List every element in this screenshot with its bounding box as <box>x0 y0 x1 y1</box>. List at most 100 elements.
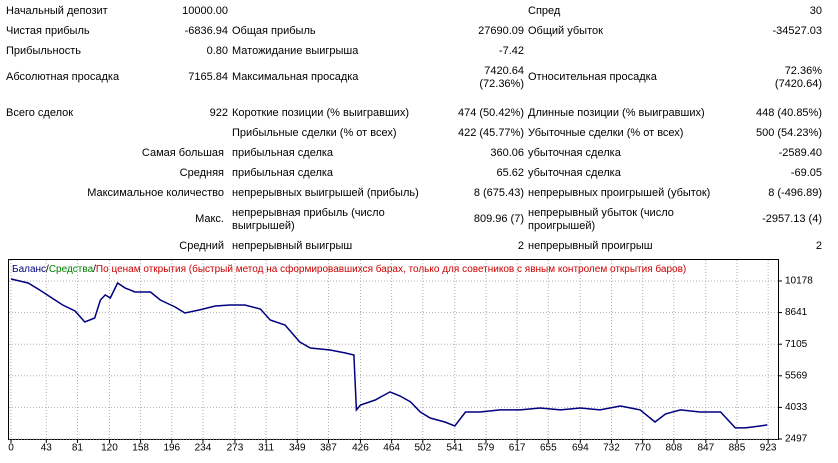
report-row: Всего сделок 922 Короткие позиции (% выигр… <box>4 94 824 123</box>
stat-label: Всего сделок <box>6 106 74 119</box>
report-row: Чистая прибыль -6836.94 Общая прибыль 27690… <box>4 21 824 41</box>
report-row: Средний непрерывный выигрыш 2 непрерывный п… <box>4 236 824 256</box>
x-tick-label: 885 <box>729 443 746 454</box>
stat-value: -7.42 <box>498 44 524 57</box>
stat-value: 7420.64 (72.36%) <box>479 64 524 90</box>
stat-label: Средняя <box>179 166 224 179</box>
stat-label: Матожидание выигрыша <box>232 44 359 57</box>
stat-label: Чистая прибыль <box>6 24 90 37</box>
report-row: Начальный депозит 10000.00 Спред 30 <box>4 1 824 21</box>
x-tick-label: 847 <box>697 443 714 454</box>
y-tick-label: 5569 <box>785 370 808 381</box>
stat-value: 65.62 <box>496 166 524 179</box>
x-tick-label: 234 <box>195 443 212 454</box>
stat-label: Убыточные сделки (% от всех) <box>528 126 684 139</box>
empty-cell <box>4 123 168 143</box>
x-tick-label: 426 <box>352 443 369 454</box>
stat-label: убыточная сделка <box>528 146 621 159</box>
stat-label: непрерывных выигрышей (прибыль) <box>232 186 419 199</box>
stat-label: непрерывный выигрыш <box>232 239 353 252</box>
stat-label: Общий убыток <box>528 24 603 37</box>
legend-mode: По ценам открытия (быстрый метод на сфор… <box>96 263 686 275</box>
x-tick-label: 770 <box>634 443 651 454</box>
empty-cell <box>526 41 736 61</box>
chart: Баланс/Средства/По ценам открытия (быстр… <box>8 259 813 454</box>
stat-label: Абсолютная просадка <box>6 71 120 83</box>
stat-value: 422 (45.77%) <box>457 126 524 139</box>
x-tick-label: 120 <box>101 443 118 454</box>
x-tick-label: 579 <box>478 443 495 454</box>
x-tick-label: 158 <box>132 443 149 454</box>
stat-value: 474 (50.42%) <box>457 106 524 119</box>
x-tick-label: 464 <box>383 443 400 454</box>
stat-label: Длинные позиции (% выигравших) <box>528 106 705 119</box>
x-tick-label: 617 <box>509 443 526 454</box>
report-row: Макс. непрерывная прибыль (число выигрыше… <box>4 203 824 236</box>
stat-value: 8 (675.43) <box>473 186 524 199</box>
report-row: Абсолютная просадка 7165.84 Максимальная п… <box>4 61 824 94</box>
stat-value: -6836.94 <box>184 24 228 37</box>
legend-separator: / <box>46 264 49 275</box>
report-row: Максимальное количество непрерывных выигр… <box>4 183 824 203</box>
stat-label: Максимальное количество <box>87 186 224 199</box>
stat-value: 360.06 <box>490 146 524 159</box>
stat-label: непрерывный убыток (число проигрышей) <box>528 206 674 232</box>
stat-label: прибыльная сделка <box>232 166 334 179</box>
stat-value: 448 (40.85%) <box>755 106 822 119</box>
x-tick-label: 732 <box>603 443 620 454</box>
x-tick-label: 0 <box>8 443 14 454</box>
report-row: Самая большая прибыльная сделка 360.06 убыт… <box>4 143 824 163</box>
stat-label: Прибыльность <box>6 44 81 57</box>
legend: Баланс/Средства/По ценам открытия (быстр… <box>12 263 686 275</box>
x-tick-label: 694 <box>572 443 589 454</box>
stat-value: 809.96 (7) <box>473 213 524 225</box>
empty-cell <box>736 41 824 61</box>
stat-value: 2 <box>517 239 524 252</box>
y-tick-label: 7105 <box>785 339 808 350</box>
stat-value: -69.05 <box>790 166 822 179</box>
x-tick-label: 311 <box>258 443 274 454</box>
x-tick-label: 808 <box>665 443 682 454</box>
x-tick-label: 541 <box>446 443 463 454</box>
stat-label: прибыльная сделка <box>232 146 334 159</box>
y-tick-label: 10178 <box>785 276 813 287</box>
report-rows: Начальный депозит 10000.00 Спред 30 Чистая п… <box>4 1 824 256</box>
stat-label: Начальный депозит <box>6 4 108 17</box>
report-row: Прибыльность 0.80 Матожидание выигрыша -7.4… <box>4 41 824 61</box>
stat-value: 2 <box>815 239 822 252</box>
empty-cell <box>230 1 442 21</box>
x-tick-label: 43 <box>41 443 53 454</box>
stat-value: 10000.00 <box>182 4 228 17</box>
report-row: Прибыльные сделки (% от всех) 422 (45.77%… <box>4 123 824 143</box>
stat-label: Короткие позиции (% выигравших) <box>232 106 410 119</box>
stat-label: Максимальная просадка <box>232 71 359 83</box>
x-tick-label: 81 <box>72 443 84 454</box>
x-tick-label: 923 <box>760 443 777 454</box>
x-tick-label: 502 <box>414 443 431 454</box>
stat-label: Макс. <box>195 213 224 225</box>
empty-cell <box>168 123 230 143</box>
y-tick-label: 2497 <box>785 434 808 445</box>
stat-value: 30 <box>809 4 822 17</box>
stat-label: Средний <box>179 239 224 252</box>
x-tick-label: 349 <box>289 443 306 454</box>
stat-value: 922 <box>209 106 228 119</box>
stat-value: -2589.40 <box>778 146 822 159</box>
stat-label: убыточная сделка <box>528 166 621 179</box>
stat-value: 0.80 <box>206 44 228 57</box>
stat-label: Самая большая <box>141 146 224 159</box>
legend-equity: Средства <box>49 264 94 275</box>
stat-value: 72.36% (7420.64) <box>774 64 822 90</box>
report-table: Начальный депозит 10000.00 Спред 30 Чистая п… <box>4 1 824 256</box>
balance-line <box>10 278 768 429</box>
stat-label: Общая прибыль <box>232 24 316 37</box>
stat-value: 500 (54.23%) <box>755 126 822 139</box>
stat-label: Относительная просадка <box>528 71 657 83</box>
grid <box>9 260 778 440</box>
plot-frame <box>8 259 779 440</box>
stat-value: 27690.09 <box>478 24 524 37</box>
stat-value: 8 (-496.89) <box>768 186 822 199</box>
stat-label: непрерывных проигрышей (убыток) <box>528 186 711 199</box>
y-tick-label: 4033 <box>785 402 808 413</box>
